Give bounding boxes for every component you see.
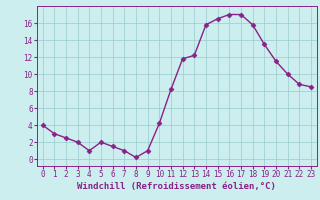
X-axis label: Windchill (Refroidissement éolien,°C): Windchill (Refroidissement éolien,°C) xyxy=(77,182,276,191)
